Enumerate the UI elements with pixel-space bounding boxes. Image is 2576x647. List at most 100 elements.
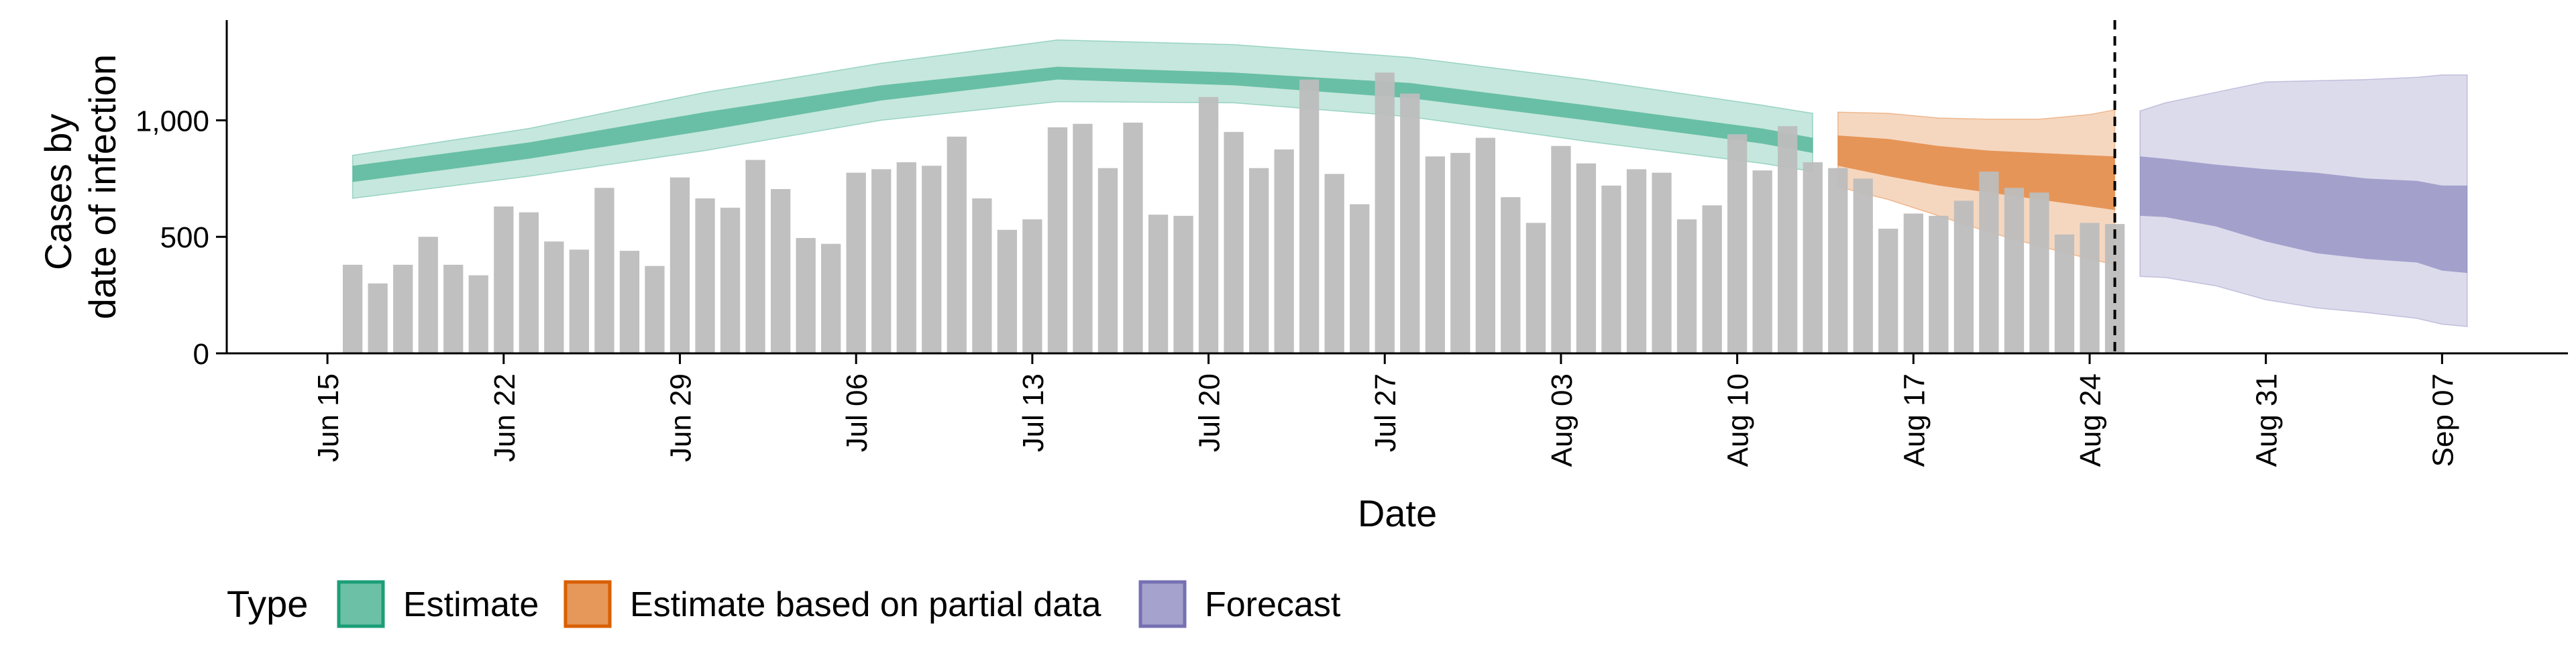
x-tick-label: Jun 29 — [664, 373, 697, 462]
bar — [1903, 213, 1923, 353]
bar — [1702, 205, 1722, 353]
bar — [796, 238, 816, 353]
legend-key — [1138, 580, 1187, 628]
bar — [1123, 122, 1143, 353]
bar — [1878, 229, 1898, 353]
band-inner-estimate — [352, 66, 1813, 182]
bar — [569, 249, 589, 353]
bar — [997, 229, 1017, 353]
y-axis-title-line-2: date of infection — [81, 54, 123, 319]
bar — [468, 275, 488, 353]
bar — [1198, 97, 1219, 353]
bar — [1450, 153, 1470, 353]
y-tick-label: 0 — [193, 338, 209, 371]
bar — [1022, 219, 1042, 353]
bar — [720, 207, 741, 353]
x-tick-label: Jun 22 — [488, 373, 521, 462]
bar — [1375, 72, 1395, 353]
bar — [1752, 170, 1772, 353]
y-tick-label: 1,000 — [136, 105, 209, 137]
x-tick-label: Sep 07 — [2426, 373, 2459, 467]
bar — [1047, 127, 1068, 353]
uncertainty-bands — [352, 39, 2468, 327]
bars — [343, 72, 2125, 354]
legend-label: Estimate based on partial data — [630, 585, 1102, 624]
bar — [1299, 79, 1320, 353]
bar — [594, 188, 614, 353]
bar — [1224, 131, 1244, 354]
bar — [669, 177, 690, 353]
bar — [972, 198, 992, 353]
bar — [1097, 168, 1118, 353]
bar — [1626, 169, 1647, 353]
bar — [1953, 200, 1974, 353]
bar — [1676, 219, 1697, 353]
bar — [619, 251, 640, 353]
x-tick-label: Aug 10 — [1722, 373, 1755, 467]
bar — [519, 212, 539, 353]
y-axis-title-line-1: Cases by — [37, 114, 79, 270]
bar — [2004, 188, 2025, 353]
legend-items: Estimate Estimate based on partial data Fo… — [337, 580, 1341, 628]
legend-label: Estimate — [403, 585, 539, 624]
bar — [494, 207, 514, 353]
legend-key — [564, 580, 612, 628]
bar — [1803, 162, 1823, 353]
bar — [1249, 168, 1269, 353]
bar — [1853, 178, 1873, 353]
x-axis-title: Date — [1358, 492, 1437, 534]
axes: Jun 15 Jun 22 Jun 29 Jul 06 Jul 13 Jul 20 Jul … — [136, 20, 2568, 467]
bar — [1828, 168, 1848, 353]
bar — [1576, 163, 1597, 353]
x-tick-label: Jul 27 — [1369, 373, 1402, 452]
bar — [1525, 223, 1546, 353]
legend-label: Forecast — [1205, 585, 1341, 624]
bar — [695, 198, 715, 353]
x-tick-label: Jul 06 — [841, 373, 873, 452]
bar — [1173, 215, 1193, 353]
bar — [1929, 215, 1949, 353]
bar — [343, 264, 363, 353]
bar — [846, 172, 866, 353]
x-tick-label: Aug 31 — [2251, 373, 2284, 467]
bar — [1979, 171, 1999, 353]
bar — [821, 243, 841, 353]
bar — [443, 264, 464, 353]
bar — [544, 241, 564, 353]
bar — [1350, 204, 1370, 353]
bar — [1324, 174, 1344, 353]
bar — [1400, 93, 1420, 353]
bar — [1148, 215, 1169, 353]
bar — [1475, 137, 1495, 353]
bar — [1652, 172, 1672, 353]
x-tick-label: Aug 17 — [1898, 373, 1931, 467]
bar — [871, 169, 892, 353]
band-inner-estimate-based-on-partial-data — [1837, 135, 2115, 211]
x-tick-label: Jul 13 — [1017, 373, 1050, 452]
y-tick-label: 500 — [160, 221, 209, 254]
bar — [947, 136, 967, 354]
bar — [1073, 123, 1093, 353]
bar — [368, 283, 388, 353]
bar — [1727, 134, 1748, 354]
x-tick-label: Aug 03 — [1546, 373, 1578, 467]
bar — [745, 160, 765, 353]
bar — [1601, 185, 1621, 353]
bar — [922, 166, 942, 353]
legend: Type Estimate Estimate based on partial d… — [227, 580, 1341, 628]
bar — [393, 264, 413, 353]
bar — [1778, 126, 1798, 353]
bar — [2029, 192, 2049, 353]
y-axis-title: Cases by date of infection — [37, 54, 123, 319]
bar — [418, 237, 438, 353]
legend-title: Type — [227, 583, 308, 625]
bar — [2054, 234, 2075, 353]
bar — [645, 266, 665, 353]
x-tick-label: Jul 20 — [1193, 373, 1226, 452]
y-axis-ticks: 0 500 1,000 — [136, 105, 227, 371]
x-tick-label: Jun 15 — [312, 373, 345, 462]
bar — [1425, 156, 1445, 354]
bar — [1551, 145, 1571, 353]
